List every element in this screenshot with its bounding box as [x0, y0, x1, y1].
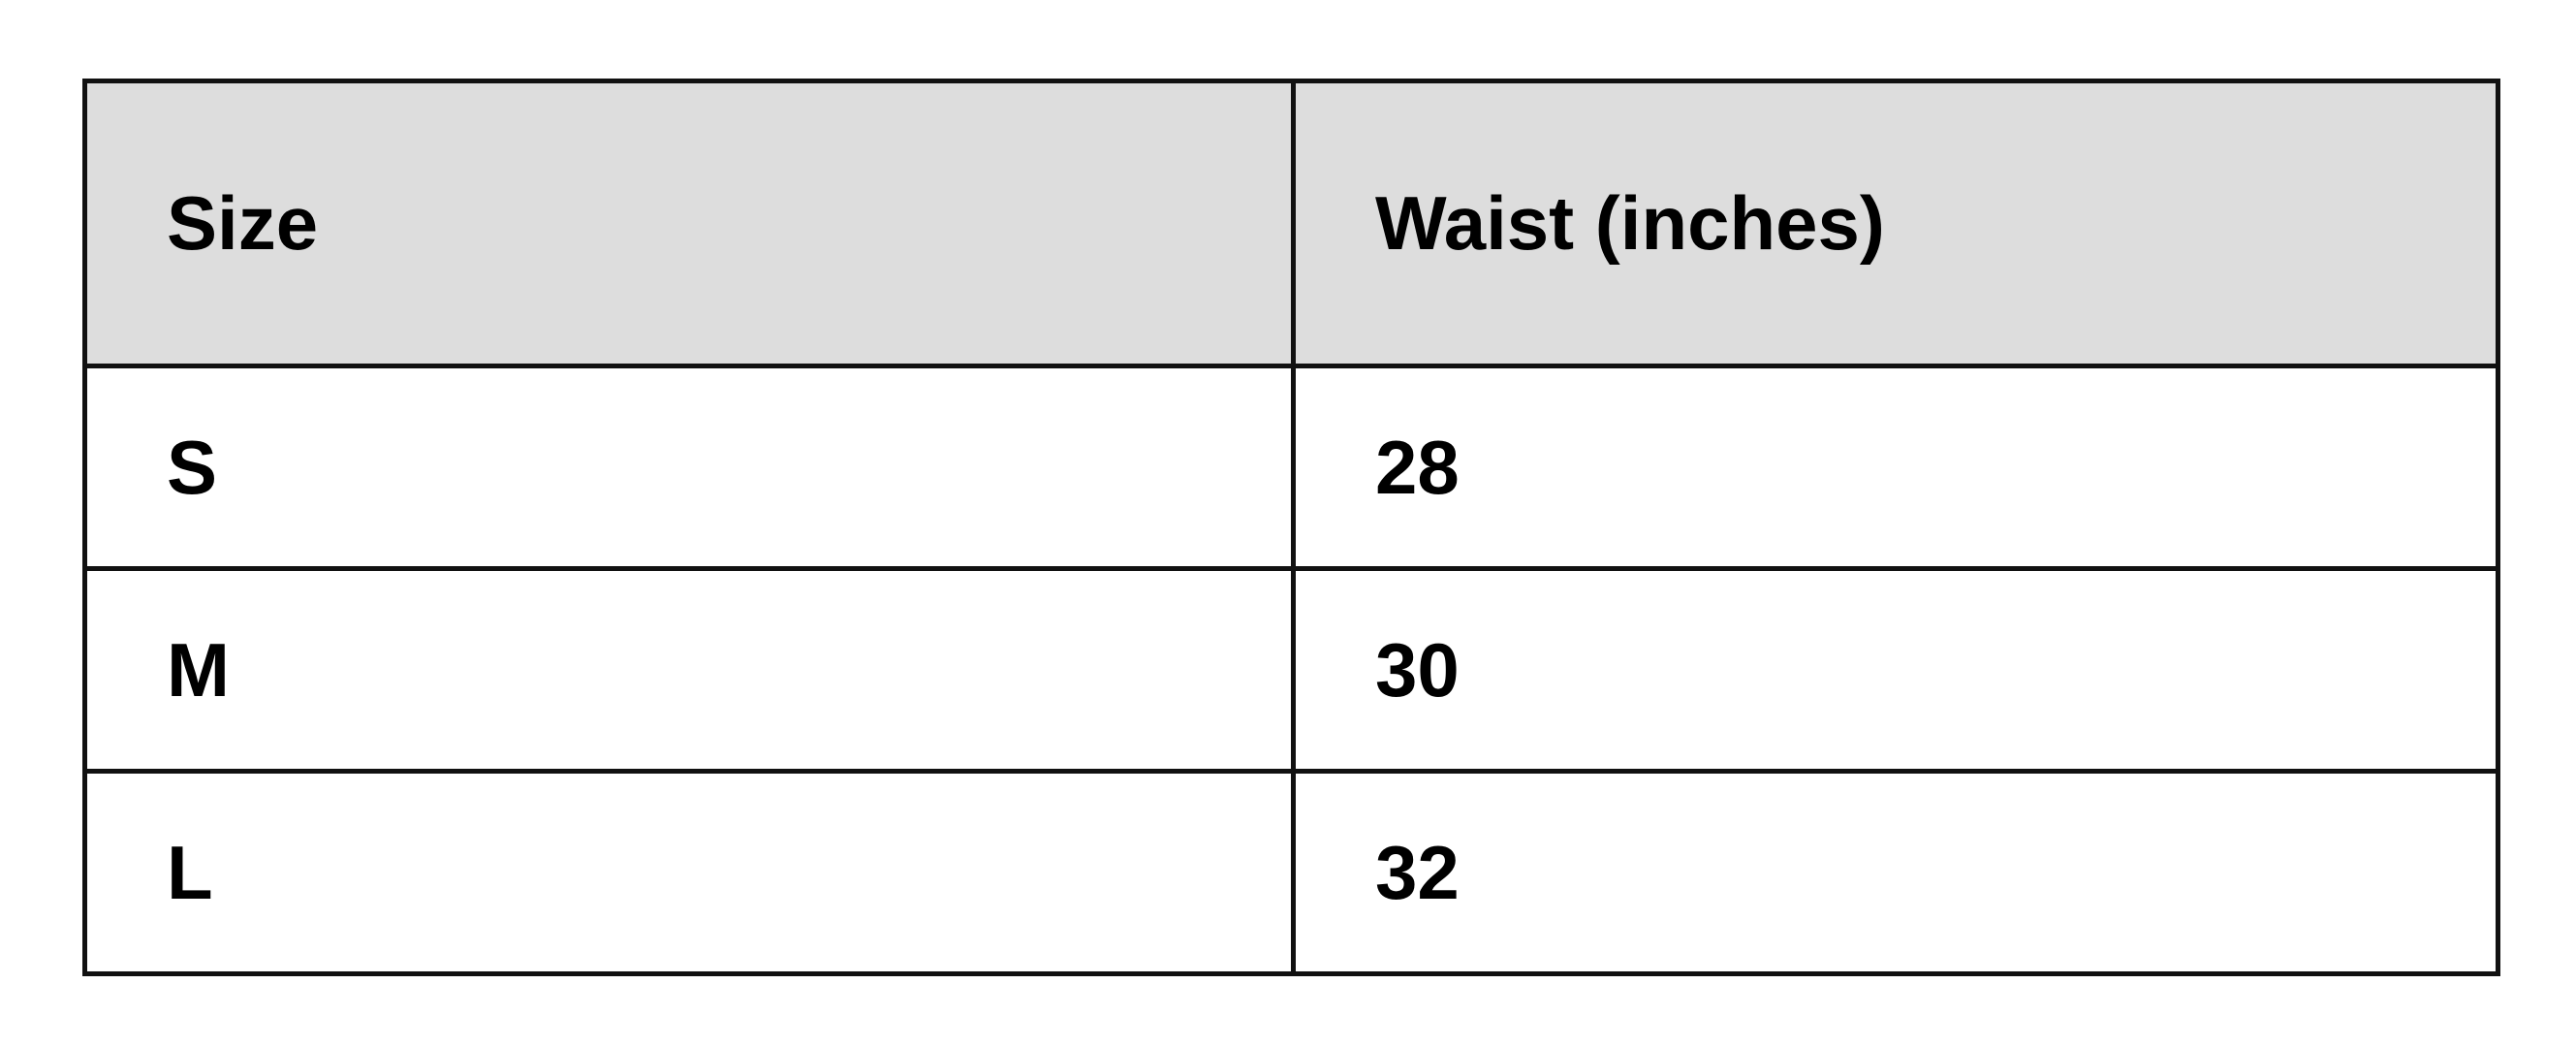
- cell-waist: 32: [1291, 769, 2500, 976]
- header-size: Size: [82, 79, 1296, 368]
- cell-size: M: [82, 566, 1296, 774]
- cell-waist: 28: [1291, 364, 2500, 571]
- cell-size: L: [82, 769, 1296, 976]
- header-waist: Waist (inches): [1291, 79, 2500, 368]
- cell-size: S: [82, 364, 1296, 571]
- table-row: S 28: [82, 364, 2500, 571]
- table-row: L 32: [82, 769, 2500, 976]
- cell-waist: 30: [1291, 566, 2500, 774]
- size-chart-table: Size Waist (inches) S 28 M 30 L 32: [82, 79, 2500, 976]
- table-header-row: Size Waist (inches): [82, 79, 2500, 368]
- table-row: M 30: [82, 566, 2500, 774]
